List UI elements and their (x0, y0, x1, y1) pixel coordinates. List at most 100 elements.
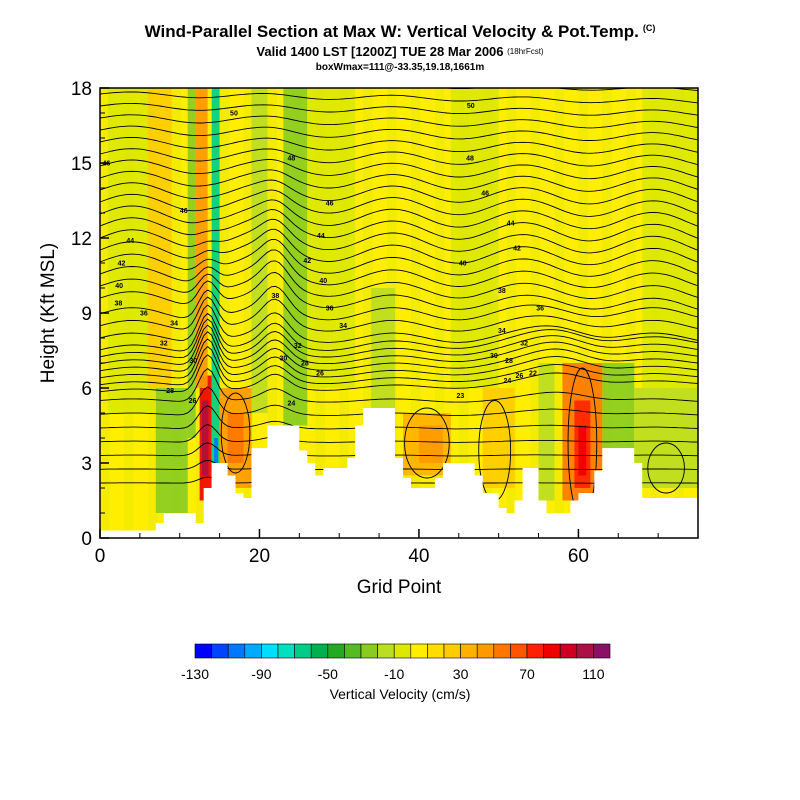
velocity-cell (283, 88, 308, 426)
contour-label-text: 38 (114, 301, 122, 308)
contour-labels: 46 46 44 42 40 38 36 34 32 30 28 26 50 48 46 44 42 40 38 36… (102, 103, 544, 408)
valid-time: Valid 1400 LST [1200Z] TUE 28 Mar 2006 (256, 44, 504, 59)
terrain-mask (100, 408, 698, 538)
isentrope-line (100, 249, 698, 289)
chart-subtitle: Valid 1400 LST [1200Z] TUE 28 Mar 2006 (… (0, 44, 800, 59)
colorbar-tick-label: 110 (582, 666, 605, 682)
contour-label-text: 44 (507, 221, 515, 228)
contour-label-text: 28 (505, 358, 513, 365)
colorbar-swatch (460, 643, 478, 659)
contour-label-text: 30 (189, 358, 197, 365)
colorbar: -130 -90 -50 -10 30 70 110 (181, 643, 611, 682)
colorbar-swatch (526, 643, 544, 659)
y-tick-label: 15 (71, 154, 92, 175)
colorbar-swatch (244, 643, 262, 659)
contour-label-text: 40 (319, 278, 327, 285)
contour-label: 42 (513, 246, 521, 253)
contour-label-text: 30 (490, 353, 498, 360)
isentrope-line (100, 218, 698, 254)
x-tick-label: 20 (249, 546, 270, 567)
isentrope-line (100, 285, 698, 321)
contour-label-text: 48 (466, 156, 474, 163)
isentrope-line (100, 228, 698, 266)
y-tick-label: 3 (81, 454, 92, 475)
copyright-mark: (C) (642, 23, 656, 33)
velocity-band (434, 88, 445, 538)
velocity-cell (214, 438, 219, 483)
isentrope-line (100, 312, 698, 352)
velocity-contour (220, 392, 251, 474)
contour-label: 34 (170, 321, 178, 328)
colorbar-swatch (476, 643, 495, 659)
isentrope-line (100, 324, 698, 365)
colorbar-swatch (593, 643, 611, 659)
contour-label: 34 (498, 328, 506, 335)
contour-label-text: 42 (513, 246, 521, 253)
contour-label: 44 (126, 238, 134, 245)
contour-label: 42 (303, 258, 311, 265)
colorbar-tick-label: 30 (453, 666, 469, 682)
contour-label-text: 44 (126, 238, 134, 245)
velocity-band (243, 88, 254, 538)
contour-label: 32 (520, 341, 528, 348)
y-tick-label: 18 (71, 79, 92, 100)
velocity-band (578, 88, 588, 538)
contour-label: 50 (467, 103, 475, 110)
y-tick-label: 9 (81, 304, 92, 325)
isentrope-line (100, 405, 698, 430)
velocity-cell (602, 363, 635, 448)
colorbar-swatch (510, 643, 528, 659)
contour-label: 48 (466, 156, 474, 163)
velocity-band (410, 88, 421, 538)
colorbar-swatch (410, 643, 428, 659)
contour-label: 26 (189, 398, 197, 405)
velocity-cell (155, 388, 188, 513)
contour-label: 36 (326, 306, 334, 313)
contour-label: 38 (114, 301, 122, 308)
contour-label-text: 46 (326, 201, 334, 208)
x-tick-label: 0 (95, 546, 106, 567)
forecast-hour: (18hrFcst) (507, 47, 544, 56)
velocity-band (626, 88, 636, 538)
contour-label: 46 (326, 201, 334, 208)
colorbar-label: Vertical Velocity (cm/s) (330, 686, 471, 702)
contour-label: 24 (287, 401, 295, 408)
contour-label: 40 (115, 283, 123, 290)
contour-label-text: 28 (301, 361, 309, 368)
isentrope-line (100, 318, 698, 359)
contour-label-text: 46 (481, 191, 489, 198)
isentrope-line (100, 238, 698, 277)
isentrope-line (100, 102, 698, 116)
colorbar-swatch (211, 643, 229, 659)
x-tick-label: 40 (408, 546, 429, 567)
colorbar-tick-label: -50 (318, 666, 338, 682)
colorbar-swatch (543, 643, 561, 659)
isentrope-line (100, 368, 698, 403)
contour-label: 28 (301, 361, 309, 368)
contour-label-text: 46 (102, 161, 110, 168)
velocity-cell (227, 413, 244, 463)
contour-label: 44 (507, 221, 515, 228)
contour-label-text: 28 (166, 388, 174, 395)
contour-label: 46 (102, 161, 110, 168)
contour-label-text: 24 (504, 378, 512, 385)
velocity-band (506, 88, 517, 538)
velocity-contour (647, 442, 685, 494)
colorbar-swatch (427, 643, 445, 659)
isentrope-line (100, 345, 698, 386)
contour-label-text: 38 (272, 293, 280, 300)
velocity-cell (202, 400, 209, 476)
velocity-band (219, 88, 230, 538)
isentrope-line (100, 442, 698, 457)
contour-label-text: 34 (170, 321, 178, 328)
velocity-cell (578, 425, 587, 476)
colorbar-swatch (294, 643, 312, 659)
isentrope-line (100, 159, 698, 180)
box-info: boxWmax=111@-33.35,19.18,1661m (315, 62, 485, 73)
y-tick-label: 12 (71, 229, 92, 250)
contour-label-text: 26 (316, 371, 324, 378)
contour-label: 44 (317, 233, 325, 240)
contour-label-text: 36 (326, 306, 334, 313)
